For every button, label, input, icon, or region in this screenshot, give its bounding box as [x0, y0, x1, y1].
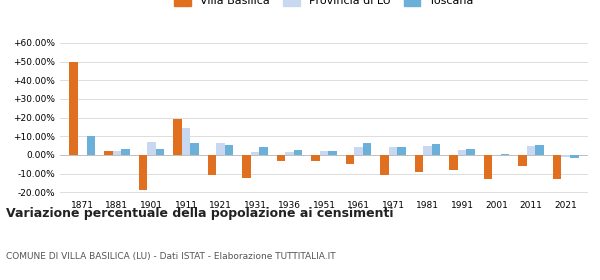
- Bar: [70, 62, 78, 155]
- Bar: [380, 155, 389, 176]
- Bar: [104, 151, 113, 155]
- Bar: [121, 149, 130, 155]
- Bar: [208, 155, 216, 176]
- Bar: [242, 155, 251, 178]
- Bar: [156, 149, 164, 155]
- Bar: [484, 155, 492, 179]
- Bar: [251, 152, 259, 155]
- Bar: [147, 142, 156, 155]
- Bar: [501, 154, 509, 155]
- Bar: [182, 128, 190, 155]
- Bar: [346, 155, 354, 164]
- Bar: [190, 143, 199, 155]
- Bar: [320, 151, 328, 155]
- Bar: [458, 150, 466, 155]
- Bar: [415, 155, 423, 172]
- Bar: [294, 150, 302, 155]
- Bar: [285, 152, 294, 155]
- Bar: [354, 146, 363, 155]
- Bar: [432, 144, 440, 155]
- Bar: [216, 143, 225, 155]
- Bar: [113, 151, 121, 155]
- Bar: [423, 146, 432, 155]
- Bar: [311, 155, 320, 162]
- Bar: [277, 155, 285, 160]
- Bar: [139, 155, 147, 190]
- Bar: [535, 145, 544, 155]
- Text: Variazione percentuale della popolazione ai censimenti: Variazione percentuale della popolazione…: [6, 207, 394, 220]
- Bar: [518, 155, 527, 166]
- Bar: [570, 155, 578, 158]
- Bar: [173, 120, 182, 155]
- Bar: [225, 145, 233, 155]
- Bar: [363, 143, 371, 155]
- Bar: [449, 155, 458, 170]
- Legend: Villa Basilica, Provincia di LU, Toscana: Villa Basilica, Provincia di LU, Toscana: [170, 0, 478, 11]
- Bar: [397, 148, 406, 155]
- Bar: [466, 149, 475, 155]
- Bar: [389, 148, 397, 155]
- Bar: [561, 155, 570, 157]
- Bar: [553, 155, 561, 179]
- Bar: [527, 146, 535, 155]
- Bar: [328, 151, 337, 155]
- Text: COMUNE DI VILLA BASILICA (LU) - Dati ISTAT - Elaborazione TUTTITALIA.IT: COMUNE DI VILLA BASILICA (LU) - Dati IST…: [6, 252, 335, 261]
- Bar: [87, 136, 95, 155]
- Bar: [259, 148, 268, 155]
